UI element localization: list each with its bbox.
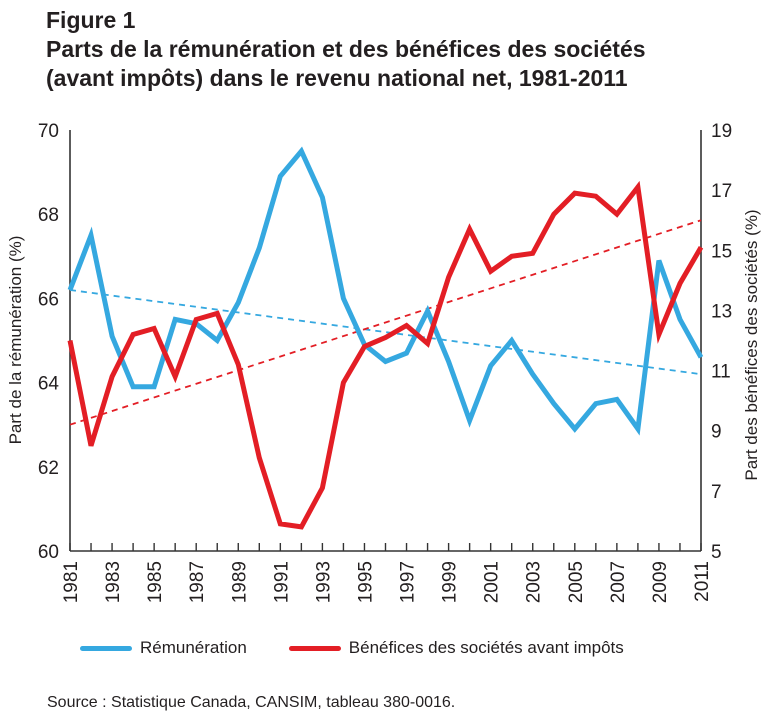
figure-header: Figure 1 Parts de la rémunération et des… <box>46 6 646 93</box>
source-note: Source : Statistique Canada, CANSIM, tab… <box>47 694 456 711</box>
y-axis-left-title: Part de la rémunération (%) <box>6 236 25 445</box>
x-tick-label: 1997 <box>398 561 419 603</box>
y-tick-label-right: 7 <box>711 482 722 503</box>
legend-item-remuneration: Rémunération <box>80 638 247 658</box>
x-tick-label: 1981 <box>61 561 82 603</box>
x-tick-label: 1989 <box>229 561 250 603</box>
y-tick-label-left: 70 <box>38 121 59 142</box>
figure-title-line-1: Parts de la rémunération et des bénéfice… <box>46 36 646 62</box>
x-tick-label: 1993 <box>313 561 334 603</box>
legend-item-benefices: Bénéfices des sociétés avant impôts <box>288 638 624 658</box>
y-tick-label-right: 9 <box>711 422 722 443</box>
legend-label-remuneration: Rémunération <box>140 638 247 657</box>
legend-swatch-remuneration <box>80 645 132 651</box>
x-tick-label: 2001 <box>482 561 503 603</box>
x-tick-label: 2007 <box>608 561 629 603</box>
y-tick-label-right: 17 <box>711 181 732 202</box>
legend-swatch-benefices <box>288 645 341 651</box>
x-tick-label: 1995 <box>355 561 376 603</box>
y-tick-label-right: 5 <box>711 542 722 563</box>
line-chart: 1981 1983 1985 1987 1989 1991 1993 1995 1997 1999… <box>6 121 761 603</box>
y-tick-label-left: 60 <box>38 542 59 563</box>
axes: 1981 1983 1985 1987 1989 1991 1993 1995 1997 1999… <box>38 121 732 603</box>
series-lines <box>67 146 704 530</box>
trendline-benefices <box>69 219 702 426</box>
x-tick-label: 1983 <box>103 561 124 603</box>
legend-label-benefices: Bénéfices des sociétés avant impôts <box>348 638 624 657</box>
series-line-benefices <box>67 180 704 530</box>
x-tick-label: 1991 <box>271 561 292 603</box>
figure-label: Figure 1 <box>46 7 136 33</box>
trendlines <box>69 219 702 426</box>
x-tick-label: 1987 <box>187 561 208 603</box>
series-line-remuneration <box>67 146 704 436</box>
x-tick-label: 2003 <box>524 561 545 603</box>
trendline-remuneration <box>69 289 702 376</box>
x-tick-label: 1985 <box>145 561 166 603</box>
x-tick-label: 2005 <box>566 561 587 603</box>
y-axis-right-title: Part des bénéfices des sociétés (%) <box>742 209 761 480</box>
figure-title-line-2: (avant impôts) dans le revenu national n… <box>46 65 628 91</box>
y-tick-label-left: 64 <box>38 374 60 395</box>
x-tick-label: 2009 <box>650 561 671 603</box>
y-tick-label-left: 68 <box>38 205 59 226</box>
x-tick-label: 2011 <box>692 561 713 602</box>
y-tick-label-left: 62 <box>38 458 59 479</box>
legend: Rémunération Bénéfices des sociétés avan… <box>80 634 666 662</box>
y-tick-label-right: 11 <box>711 362 731 383</box>
y-tick-label-right: 13 <box>711 301 732 322</box>
y-tick-label-left: 66 <box>38 289 59 310</box>
y-tick-label-right: 15 <box>711 241 732 262</box>
y-tick-label-right: 19 <box>711 121 732 142</box>
x-tick-label: 1999 <box>440 561 461 603</box>
